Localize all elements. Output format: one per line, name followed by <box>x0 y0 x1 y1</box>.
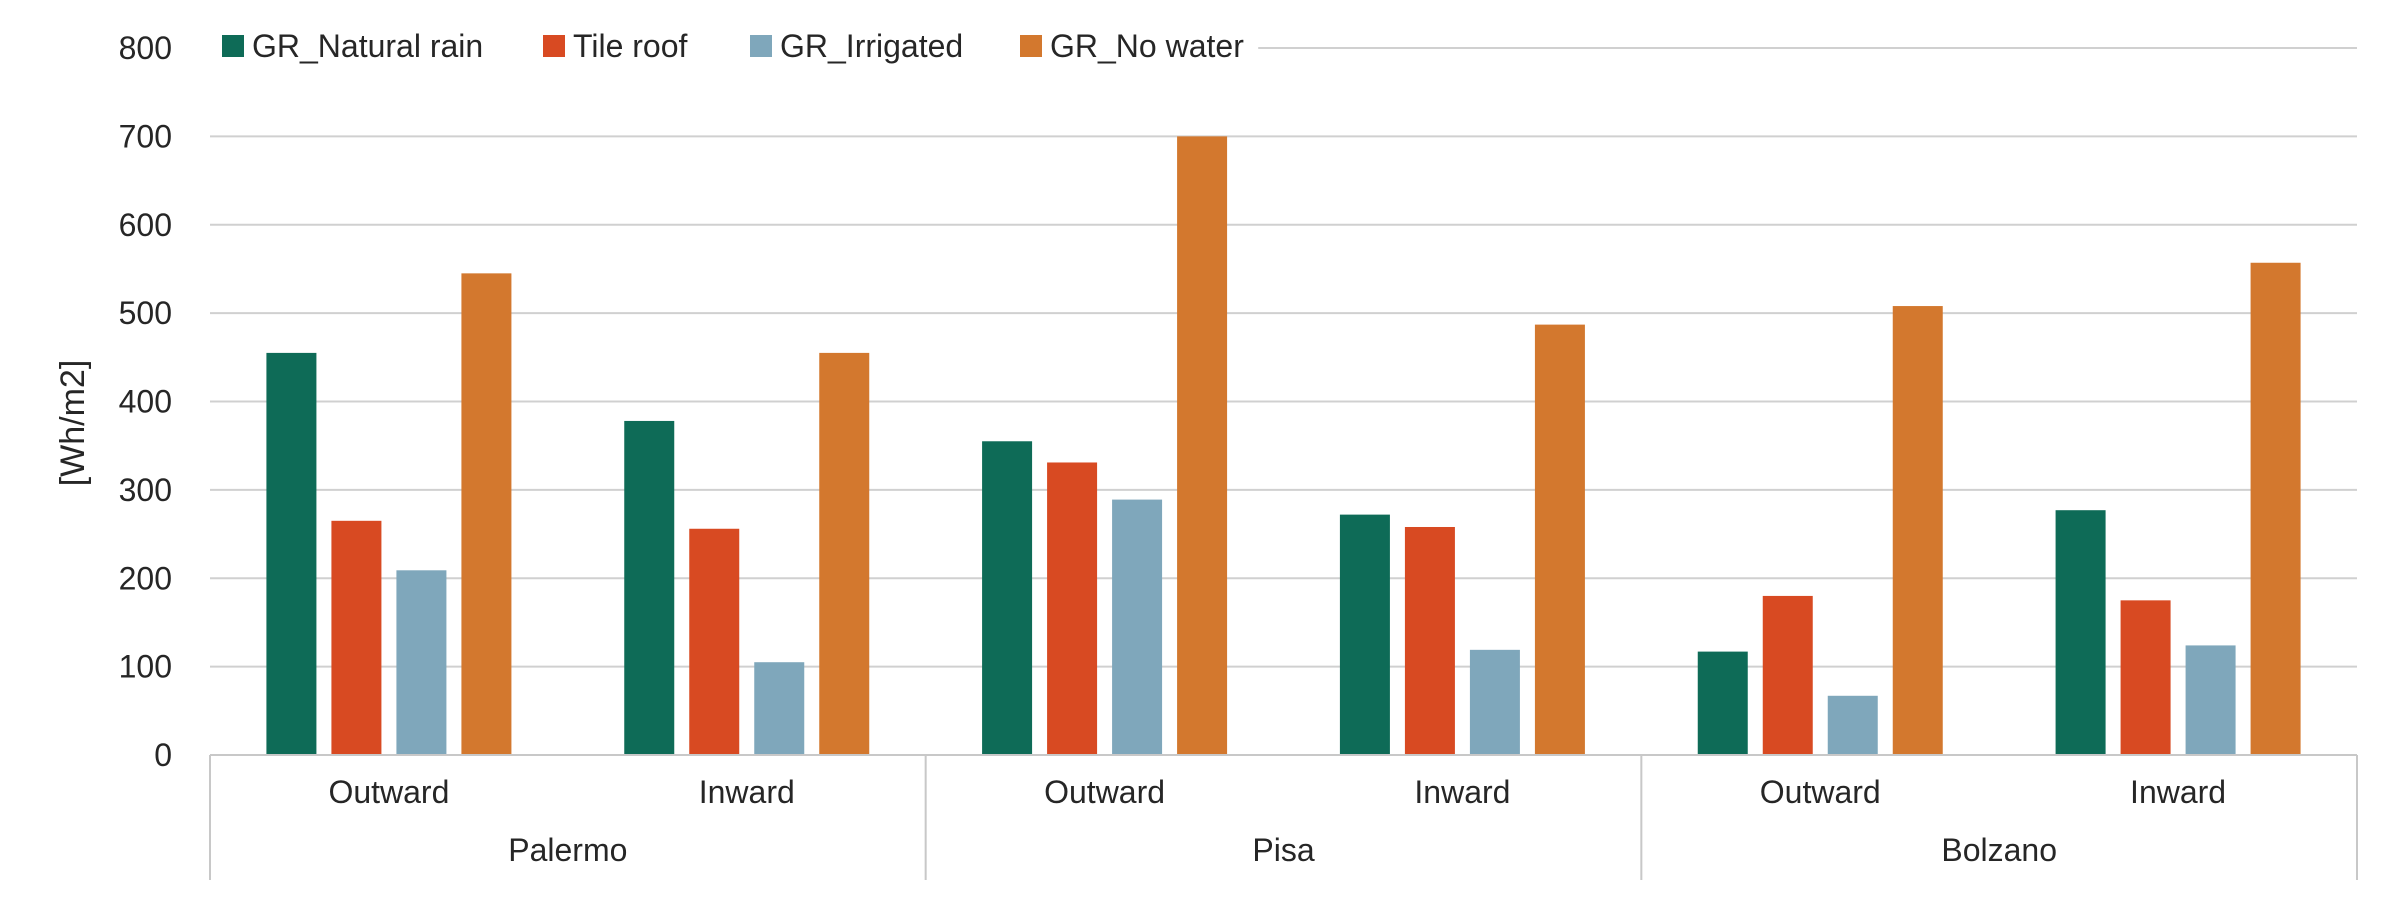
legend-item: GR_Natural rain <box>222 28 483 64</box>
legend-swatch <box>750 35 772 57</box>
legend-label: GR_No water <box>1050 28 1244 64</box>
y-axis-title: [Wh/m2] <box>54 360 92 487</box>
y-axis-tick-labels: 0 100 200 300 400 500 600 700 800 <box>119 30 172 773</box>
y-tick-label: 800 <box>119 30 172 66</box>
bar <box>1534 324 1585 755</box>
bar <box>689 528 740 755</box>
bar <box>1339 514 1390 755</box>
bar <box>396 570 447 755</box>
legend-swatch <box>1020 35 1042 57</box>
x-tick-label: Inward <box>699 774 795 810</box>
bar <box>1177 136 1228 755</box>
y-tick-label: 500 <box>119 295 172 331</box>
bar <box>2055 510 2106 755</box>
legend: GR_Natural rain Tile roof GR_Irrigated GR_N… <box>222 28 1244 64</box>
bar <box>1892 306 1943 755</box>
y-tick-label: 100 <box>119 649 172 685</box>
bar <box>1762 595 1813 755</box>
bar <box>2185 645 2236 755</box>
bars <box>266 136 2301 755</box>
legend-gridline-mask <box>210 44 1259 52</box>
x-axis: Outward Inward Outward Inward Outward Inward P… <box>209 754 2358 880</box>
y-tick-label: 400 <box>119 384 172 420</box>
x-tick-label: Outward <box>1760 774 1881 810</box>
bar <box>754 662 805 755</box>
x-tick-label: Outward <box>328 774 449 810</box>
x-tick-label: Inward <box>2130 774 2226 810</box>
legend-swatch <box>543 35 565 57</box>
x-group-label: Palermo <box>508 832 627 868</box>
bar <box>1404 526 1455 755</box>
legend-swatch <box>222 35 244 57</box>
y-tick-label: 0 <box>154 737 172 773</box>
bar <box>819 352 870 755</box>
legend-item: GR_No water <box>1020 28 1244 64</box>
bar <box>1469 649 1520 755</box>
x-group-label: Pisa <box>1252 832 1314 868</box>
x-tick-label: Inward <box>1414 774 1510 810</box>
y-tick-label: 300 <box>119 472 172 508</box>
bar <box>2250 262 2301 755</box>
legend-label: Tile roof <box>573 28 688 64</box>
y-tick-label: 200 <box>119 560 172 596</box>
bar <box>982 441 1033 755</box>
bar <box>2120 600 2171 755</box>
legend-item: Tile roof <box>543 28 688 64</box>
gridlines <box>210 44 2357 668</box>
bar <box>1112 499 1163 755</box>
x-tick-label: Outward <box>1044 774 1165 810</box>
bar <box>331 520 382 755</box>
legend-label: GR_Natural rain <box>252 28 483 64</box>
y-tick-label: 700 <box>119 118 172 154</box>
legend-label: GR_Irrigated <box>780 28 963 64</box>
bar <box>624 420 675 755</box>
bar <box>1697 651 1748 755</box>
bar <box>1047 462 1098 755</box>
bar <box>461 273 512 755</box>
x-group-label: Bolzano <box>1941 832 2057 868</box>
bar <box>1827 695 1878 755</box>
bar <box>266 352 317 755</box>
legend-item: GR_Irrigated <box>750 28 963 64</box>
y-tick-label: 600 <box>119 207 172 243</box>
